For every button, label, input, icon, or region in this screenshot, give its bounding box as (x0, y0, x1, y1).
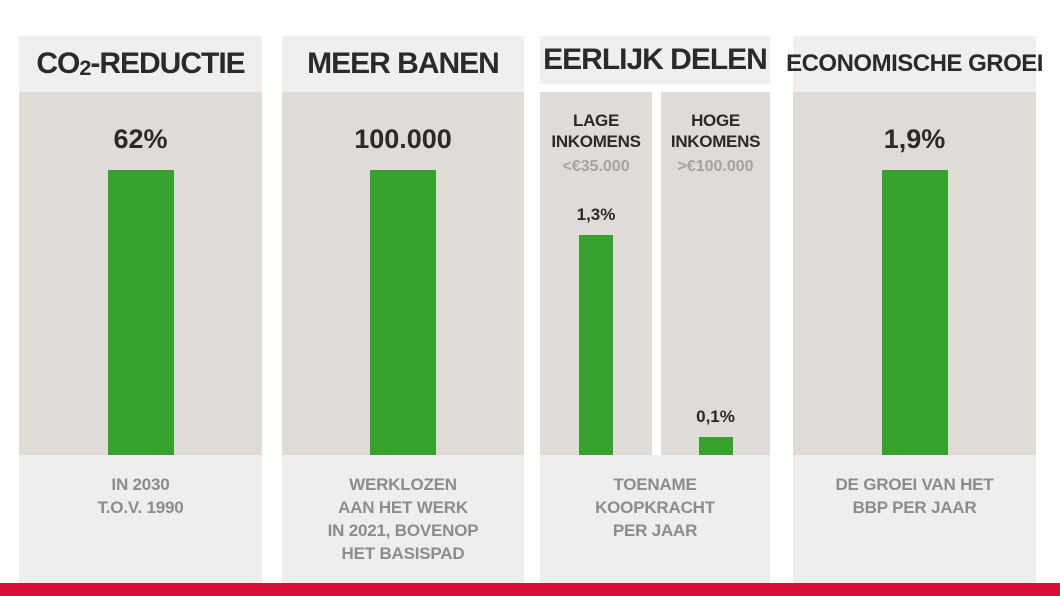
caption-line: IN 2030 (111, 475, 170, 494)
threshold-lage: <€35.000 (562, 158, 630, 175)
caption-line: BBP PER JAAR (852, 498, 977, 517)
chart-area-hoge-inkomens: HOGE INKOMENS >€100.000 0,1% (661, 92, 770, 455)
chart-area-banen: 100.000 (282, 92, 524, 455)
bar-banen (370, 170, 436, 455)
chart-area-lage-inkomens: LAGE INKOMENS <€35.000 1,3% (540, 92, 652, 455)
bar-hoge-inkomens (698, 437, 733, 455)
group-label-line: LAGE (572, 111, 620, 130)
bar-groei (881, 170, 948, 455)
caption-co2: IN 2030 T.O.V. 1990 (19, 455, 262, 583)
bar-value-label: 100.000 (354, 124, 452, 154)
group-label-line: HOGE (691, 111, 740, 130)
group-label-hoge: HOGE INKOMENS >€100.000 (661, 92, 770, 177)
title-co2-subscript: 2 (79, 54, 91, 80)
bar-value-label: 1,3% (576, 205, 616, 224)
panel-title-groei: ECONOMISCHE GROEI (786, 36, 1043, 92)
caption-line: PER JAAR (612, 521, 698, 540)
caption-line: TOENAME (613, 475, 697, 494)
caption-line: IN 2021, BOVENOP (327, 521, 479, 540)
bar-value-label: 62% (113, 124, 168, 154)
chart-area-groei: 1,9% (793, 92, 1036, 455)
caption-line: T.O.V. 1990 (97, 498, 184, 517)
bar-value-label: 0,1% (696, 407, 735, 426)
group-label-line: INKOMENS (551, 132, 641, 151)
panel-title-co2: CO 2 -REDUCTIE (19, 36, 262, 92)
group-label-line: INKOMENS (670, 132, 761, 151)
bar-lage-inkomens (579, 235, 613, 455)
panel-title-banen: MEER BANEN (282, 36, 524, 92)
title-co2-pre: CO (36, 47, 80, 80)
title-co2-post: -REDUCTIE (90, 47, 245, 80)
caption-groei: DE GROEI VAN HET BBP PER JAAR (793, 455, 1036, 583)
chart-area-co2: 62% (19, 92, 262, 455)
caption-line: KOOPKRACHT (595, 498, 715, 517)
panel-title-delen: EERLIJK DELEN (540, 36, 770, 84)
panel-meer-banen: MEER BANEN 100.000 WERKLOZEN AAN HET WER… (282, 36, 524, 583)
caption-line: WERKLOZEN (349, 475, 457, 494)
caption-banen: WERKLOZEN AAN HET WERK IN 2021, BOVENOP … (282, 455, 524, 583)
caption-delen: TOENAME KOOPKRACHT PER JAAR (540, 455, 770, 583)
group-label-lage: LAGE INKOMENS <€35.000 (540, 92, 652, 177)
caption-line: AAN HET WERK (338, 498, 468, 517)
threshold-hoge: >€100.000 (677, 158, 754, 175)
caption-line: HET BASISPAD (341, 544, 465, 563)
caption-line: DE GROEI VAN HET (835, 475, 994, 494)
bar-value-label: 1,9% (883, 124, 946, 154)
panel-co2-reductie: CO 2 -REDUCTIE 62% IN 2030 T.O.V. 1990 (19, 36, 262, 583)
panel-eerlijk-delen: EERLIJK DELEN LAGE INKOMENS <€35.000 1,3… (540, 36, 770, 583)
bar-co2 (107, 170, 174, 455)
panel-economische-groei: ECONOMISCHE GROEI 1,9% DE GROEI VAN HET … (786, 36, 1043, 583)
bottom-red-bar (0, 583, 1060, 596)
